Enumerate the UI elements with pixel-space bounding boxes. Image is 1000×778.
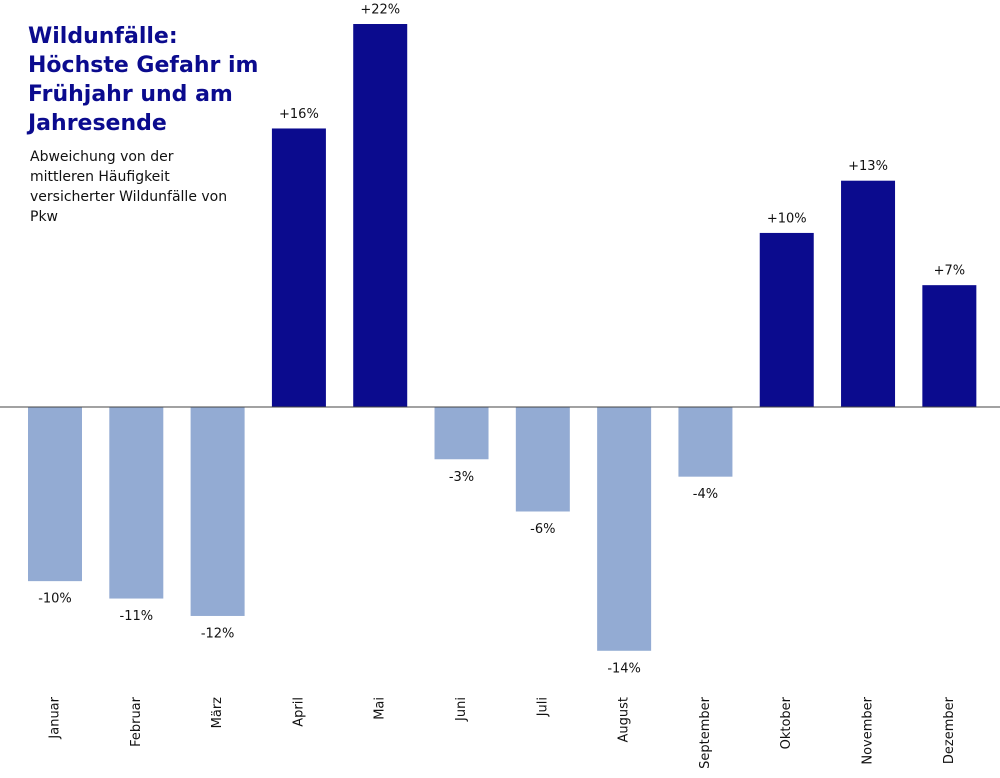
bar bbox=[678, 407, 733, 477]
bar bbox=[190, 407, 245, 616]
x-tick-label: Dezember bbox=[942, 696, 957, 764]
bar bbox=[353, 24, 408, 408]
bar bbox=[597, 407, 652, 651]
value-label: -4% bbox=[693, 487, 718, 502]
x-tick-label: April bbox=[291, 697, 306, 727]
chart-subtitle: Abweichung von der mittleren Häufigkeit … bbox=[30, 149, 228, 225]
x-tick-label: August bbox=[617, 697, 632, 743]
x-tick-label: September bbox=[698, 696, 713, 769]
bar bbox=[841, 180, 896, 408]
value-label: -6% bbox=[530, 522, 555, 537]
value-label: -14% bbox=[607, 661, 641, 676]
x-tick-label: März bbox=[210, 697, 225, 729]
value-label: -11% bbox=[120, 609, 154, 624]
bar bbox=[271, 128, 326, 408]
value-label: -3% bbox=[449, 470, 474, 485]
x-tick-label: Juni bbox=[454, 697, 469, 722]
value-label: +16% bbox=[279, 107, 319, 122]
bar bbox=[109, 407, 164, 599]
bar bbox=[759, 232, 814, 408]
x-tick-label: Juli bbox=[535, 697, 550, 717]
chart-title: Wildunfälle: Höchste Gefahr im Frühjahr … bbox=[28, 24, 259, 136]
value-label: -10% bbox=[38, 592, 72, 607]
value-label: +22% bbox=[360, 3, 400, 18]
bar bbox=[434, 407, 489, 460]
x-tick-label: Mai bbox=[373, 697, 388, 720]
bar bbox=[28, 407, 83, 582]
bar bbox=[515, 407, 570, 512]
value-label: +10% bbox=[767, 211, 807, 226]
value-label: -12% bbox=[201, 626, 235, 641]
value-label: +7% bbox=[934, 264, 966, 279]
value-label: +13% bbox=[848, 159, 888, 174]
x-tick-label: November bbox=[861, 696, 876, 764]
x-tick-label: Januar bbox=[48, 696, 63, 739]
bar bbox=[922, 285, 977, 408]
x-tick-label: Februar bbox=[129, 696, 144, 747]
x-tick-label: Oktober bbox=[779, 696, 794, 749]
